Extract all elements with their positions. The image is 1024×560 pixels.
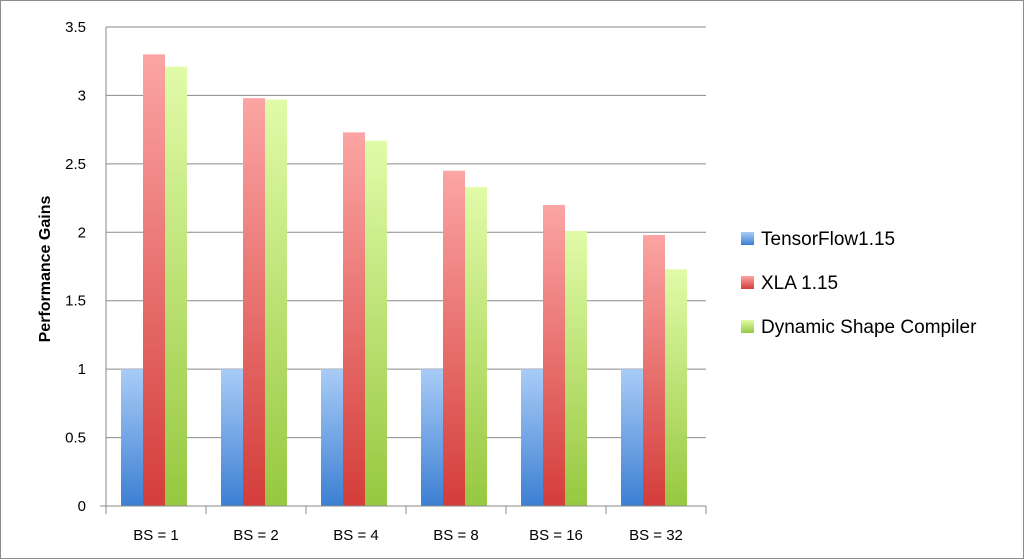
legend-label-tensorflow1-15: TensorFlow1.15 — [761, 229, 895, 250]
legend-swatch-tensorflow1-15 — [741, 232, 754, 245]
bar-xla-1-15-bs-8 — [443, 170, 465, 506]
x-tick-label: BS = 1 — [133, 527, 178, 544]
y-tick-labels: 0 0.5 1 1.5 2 2.5 3 3.5 — [65, 19, 86, 515]
bar-tensorflow1-15-bs-16 — [521, 369, 543, 506]
bar-xla-1-15-bs-4 — [343, 132, 365, 506]
bar-dynamic-shape-compiler-bs-8 — [465, 187, 487, 506]
bar-dynamic-shape-compiler-bs-1 — [165, 66, 187, 506]
legend-swatch-xla-1-15 — [741, 276, 754, 289]
y-tick-label: 0.5 — [65, 430, 86, 447]
x-tick-labels: BS = 1 BS = 2 BS = 4 BS = 8 BS = 16 BS = 32 — [133, 527, 683, 544]
legend-swatch-dynamic-shape-compiler — [741, 320, 754, 333]
bar-tensorflow1-15-bs-32 — [621, 369, 643, 506]
bar-tensorflow1-15-bs-8 — [421, 369, 443, 506]
y-tick-label: 1 — [78, 361, 86, 378]
bar-xla-1-15-bs-2 — [243, 98, 265, 506]
bar-dynamic-shape-compiler-bs-2 — [265, 99, 287, 506]
y-axis-label: Performance Gains — [37, 196, 54, 343]
x-tick-label: BS = 16 — [529, 527, 583, 544]
y-tick-label: 3 — [78, 87, 86, 104]
y-tick-label: 0 — [78, 498, 86, 515]
bars — [121, 54, 687, 506]
bar-xla-1-15-bs-32 — [643, 235, 665, 506]
y-tick-label: 2 — [78, 224, 86, 241]
legend-label-xla-1-15: XLA 1.15 — [761, 273, 838, 294]
x-tick-label: BS = 32 — [629, 527, 683, 544]
bar-dynamic-shape-compiler-bs-32 — [665, 269, 687, 506]
gridlines — [106, 26, 706, 439]
x-tick-label: BS = 4 — [333, 527, 378, 544]
bar-xla-1-15-bs-1 — [143, 54, 165, 506]
y-tick-label: 2.5 — [65, 156, 86, 173]
bar-tensorflow1-15-bs-2 — [221, 369, 243, 506]
x-tick-label: BS = 8 — [433, 527, 478, 544]
bar-tensorflow1-15-bs-1 — [121, 369, 143, 506]
bar-dynamic-shape-compiler-bs-4 — [365, 140, 387, 506]
bar-xla-1-15-bs-16 — [543, 204, 565, 506]
bar-dynamic-shape-compiler-bs-16 — [565, 230, 587, 506]
bar-tensorflow1-15-bs-4 — [321, 369, 343, 506]
y-tick-label: 1.5 — [65, 293, 86, 310]
legend: TensorFlow1.15 XLA 1.15 Dynamic Shape Comp… — [741, 229, 977, 338]
axes — [100, 27, 707, 514]
legend-label-dynamic-shape-compiler: Dynamic Shape Compiler — [761, 317, 977, 338]
y-tick-label: 3.5 — [65, 19, 86, 36]
x-tick-label: BS = 2 — [233, 527, 278, 544]
